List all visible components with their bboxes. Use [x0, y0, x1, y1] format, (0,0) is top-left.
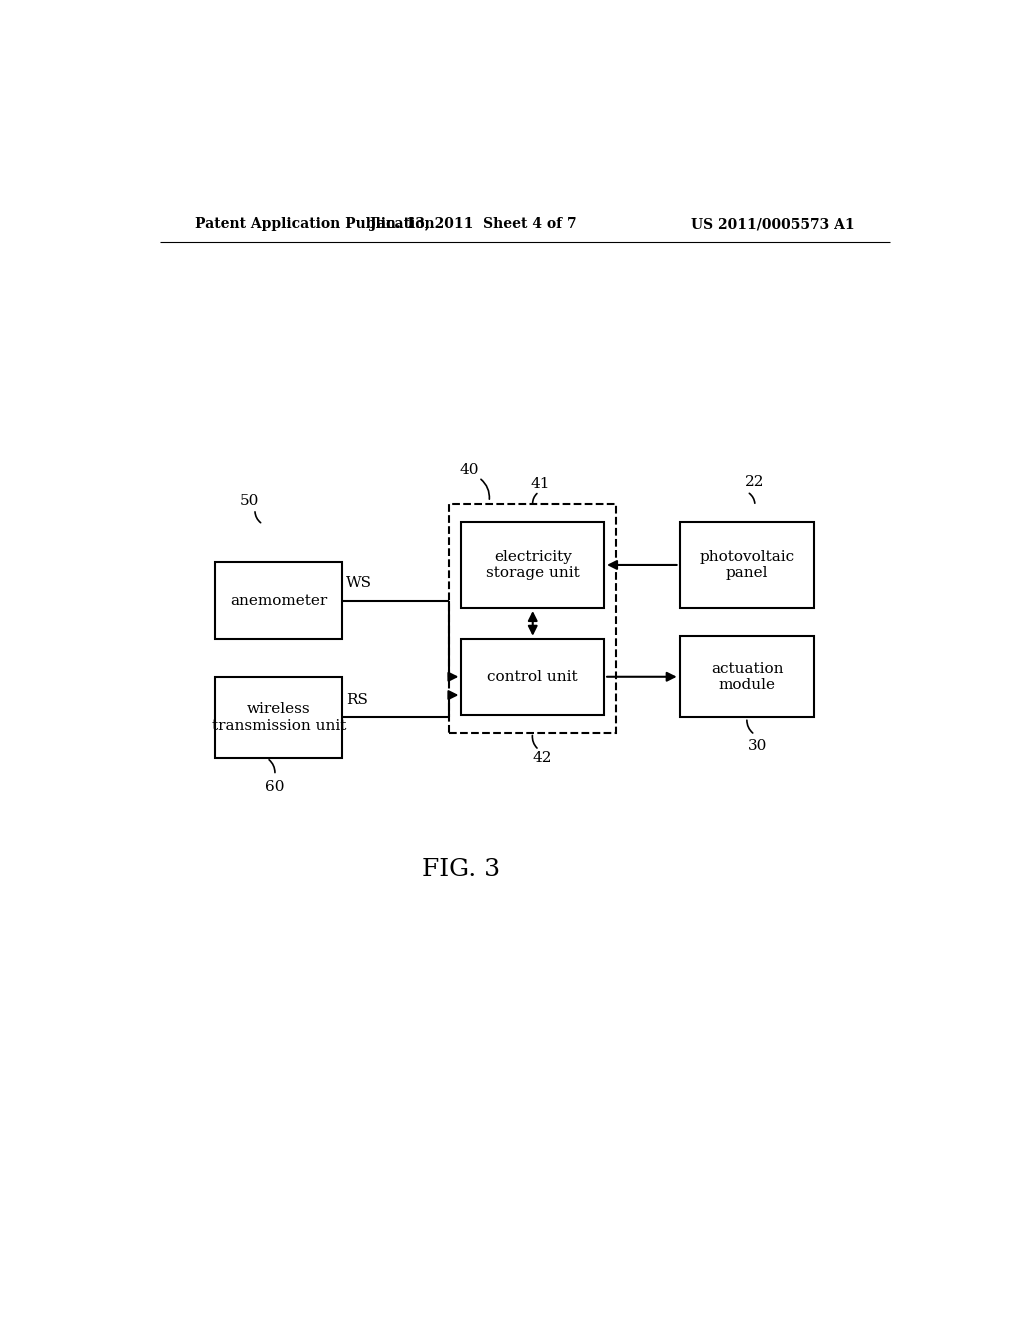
Text: 22: 22: [745, 475, 765, 488]
Text: 60: 60: [265, 780, 285, 793]
Bar: [680, 521, 814, 609]
Text: US 2011/0005573 A1: US 2011/0005573 A1: [690, 218, 854, 231]
Text: 50: 50: [240, 494, 259, 508]
Text: FIG. 3: FIG. 3: [422, 858, 501, 882]
Text: photovoltaic
panel: photovoltaic panel: [699, 550, 795, 579]
Bar: [462, 521, 604, 609]
Text: electricity
storage unit: electricity storage unit: [485, 550, 580, 579]
Bar: [450, 504, 616, 733]
Bar: [680, 636, 814, 718]
Text: actuation
module: actuation module: [711, 661, 783, 692]
Bar: [462, 639, 604, 715]
Text: RS: RS: [346, 693, 368, 708]
Text: Patent Application Publication: Patent Application Publication: [196, 218, 435, 231]
Text: control unit: control unit: [487, 669, 579, 684]
Text: 30: 30: [748, 739, 767, 752]
Text: anemometer: anemometer: [230, 594, 328, 607]
Text: 41: 41: [530, 477, 551, 491]
Text: Jan. 13, 2011  Sheet 4 of 7: Jan. 13, 2011 Sheet 4 of 7: [370, 218, 577, 231]
Text: 40: 40: [460, 463, 479, 478]
Bar: [215, 562, 342, 639]
Text: WS: WS: [346, 577, 373, 590]
Text: wireless
transmission unit: wireless transmission unit: [212, 702, 346, 733]
Bar: [215, 677, 342, 758]
Text: 42: 42: [532, 751, 552, 766]
